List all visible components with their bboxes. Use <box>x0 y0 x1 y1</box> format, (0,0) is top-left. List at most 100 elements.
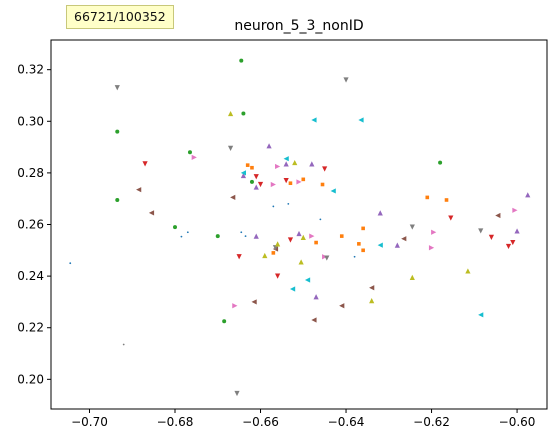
data-point-cyan <box>377 242 383 248</box>
x-tick-label: −0.66 <box>242 415 279 429</box>
data-point-brown <box>148 210 155 216</box>
x-axis-ticks: −0.70 −0.68 −0.66 −0.64 −0.62 −0.60 <box>71 409 535 429</box>
data-point-extra <box>240 231 243 234</box>
data-point-orange <box>250 165 254 170</box>
data-point-brown <box>495 212 501 219</box>
data-point-brown <box>251 299 257 305</box>
data-point-orange <box>301 177 306 182</box>
data-point-olive <box>227 110 234 117</box>
data-point-green <box>187 150 192 155</box>
data-point-olive <box>262 252 268 259</box>
data-point-pink <box>270 181 276 188</box>
data-point-extra <box>122 343 125 346</box>
data-point-purple <box>283 161 289 167</box>
data-point-purple <box>394 242 400 248</box>
data-point-olive <box>275 241 281 247</box>
data-point-gray <box>234 390 240 397</box>
data-point-pink <box>296 179 302 185</box>
data-point-purple <box>253 184 259 190</box>
x-tick-label: −0.70 <box>71 415 108 429</box>
data-point-red <box>283 178 289 184</box>
data-point-red <box>142 161 148 167</box>
data-point-gray <box>324 255 330 261</box>
data-point-green <box>249 179 254 184</box>
data-point-blue <box>180 235 183 238</box>
data-point-brown <box>369 285 375 291</box>
data-point-cyan <box>283 156 289 162</box>
data-point-orange <box>444 198 449 202</box>
x-tick-label: −0.68 <box>157 415 194 429</box>
data-point-gray <box>227 145 234 151</box>
data-point-green <box>115 129 120 134</box>
data-point-orange <box>357 242 361 246</box>
data-point-red <box>322 166 328 172</box>
data-point-olive <box>298 259 304 265</box>
data-point-olive <box>292 159 298 166</box>
data-point-purple <box>514 228 520 234</box>
data-point-blue <box>287 202 290 205</box>
data-point-green <box>115 197 120 202</box>
data-point-blue <box>319 218 322 221</box>
y-tick-label: 0.20 <box>17 372 44 386</box>
data-point-olive <box>369 298 375 304</box>
data-point-gray <box>478 228 484 234</box>
data-point-gray <box>409 224 415 230</box>
data-point-red <box>257 181 264 188</box>
data-point-red <box>510 239 516 246</box>
data-point-red <box>236 254 242 260</box>
data-point-purple <box>313 294 319 300</box>
y-tick-label: 0.26 <box>17 218 44 232</box>
y-tick-label: 0.22 <box>17 321 44 335</box>
data-point-orange <box>245 163 250 167</box>
data-point-cyan <box>304 277 311 283</box>
data-point-olive <box>409 274 415 280</box>
data-point-blue <box>272 205 275 208</box>
x-tick-label: −0.60 <box>499 415 536 429</box>
data-point-purple <box>377 210 383 216</box>
data-point-green <box>215 234 220 239</box>
y-axis-ticks: 0.20 0.22 0.24 0.26 0.28 0.30 0.32 <box>17 63 51 386</box>
data-point-pink <box>232 303 238 309</box>
y-tick-label: 0.30 <box>17 114 44 128</box>
data-point-green <box>241 111 246 116</box>
data-point-red <box>287 237 294 243</box>
data-point-olive <box>465 268 471 274</box>
data-point-pink <box>191 154 197 161</box>
data-point-green <box>173 225 177 230</box>
data-point-brown <box>136 187 142 193</box>
data-point-pink <box>322 254 328 260</box>
x-tick-label: −0.64 <box>328 415 365 429</box>
data-point-orange <box>425 195 430 200</box>
y-tick-label: 0.28 <box>17 166 44 180</box>
data-point-pink <box>428 245 435 251</box>
data-point-green <box>222 319 227 324</box>
data-point-pink <box>309 233 315 239</box>
data-point-brown <box>311 317 317 323</box>
data-point-orange <box>361 248 365 253</box>
data-point-cyan <box>289 286 296 292</box>
data-point-brown <box>339 303 345 309</box>
y-tick-label: 0.24 <box>17 269 44 283</box>
data-point-olive <box>300 234 306 241</box>
data-points <box>69 58 531 397</box>
data-point-blue <box>186 231 189 234</box>
data-point-orange <box>288 181 293 186</box>
data-point-purple <box>253 233 259 239</box>
data-point-purple <box>525 192 531 198</box>
data-point-purple <box>309 161 315 167</box>
plot-area-frame <box>50 39 548 410</box>
data-point-brown <box>401 236 407 242</box>
data-point-red <box>275 273 281 279</box>
data-point-blue <box>244 235 247 238</box>
data-point-orange <box>361 226 365 231</box>
data-point-red <box>488 234 495 241</box>
data-point-gray <box>114 85 120 91</box>
data-point-red <box>505 243 512 250</box>
data-point-pink <box>275 163 281 170</box>
data-point-orange <box>339 234 344 238</box>
data-point-purple <box>240 172 247 179</box>
data-point-cyan <box>358 117 364 123</box>
data-point-green <box>239 58 244 63</box>
data-point-purple <box>266 143 272 149</box>
